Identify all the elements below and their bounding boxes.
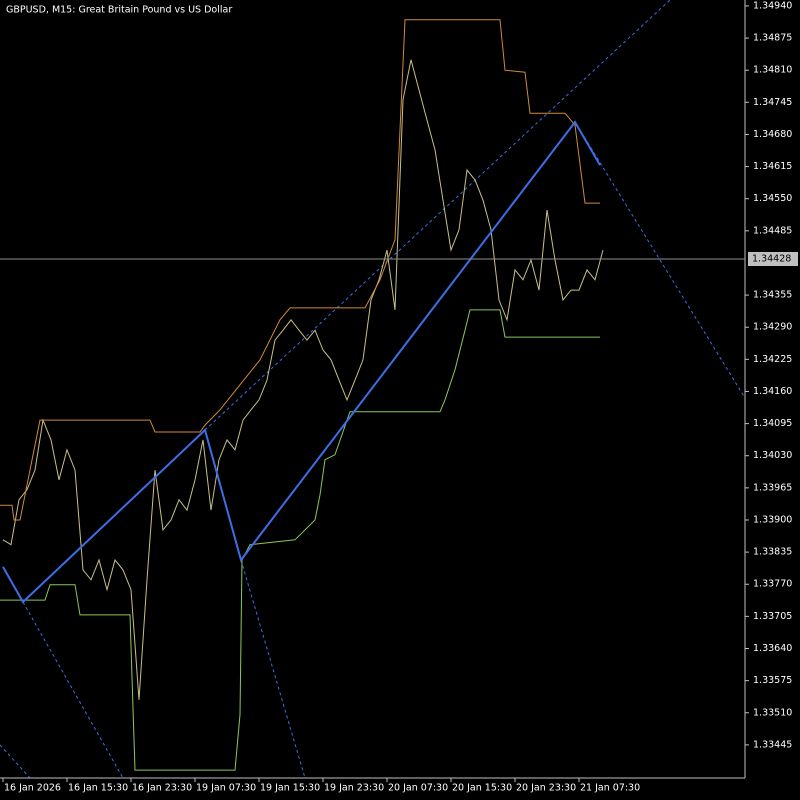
series-line (0, 309, 600, 771)
y-tick-label: 1.34355 (753, 290, 792, 301)
current-price-box (748, 252, 798, 267)
y-tick-label: 1.34225 (753, 354, 792, 365)
channel-line (574, 121, 746, 399)
x-tick-label: 20 Jan 23:30 (516, 783, 576, 794)
channel-line (0, 744, 31, 779)
y-tick-label: 1.33705 (753, 611, 792, 622)
y-tick-label: 1.34940 (753, 0, 792, 11)
x-tick-label: 20 Jan 15:30 (452, 783, 512, 794)
y-tick-label: 1.34875 (753, 33, 792, 44)
y-tick-label: 1.33575 (753, 675, 792, 686)
y-tick-label: 1.34030 (753, 450, 792, 461)
y-tick-label: 1.34615 (753, 161, 792, 172)
y-tick-label: 1.34485 (753, 225, 792, 236)
series-line (0, 19, 600, 521)
y-tick-label: 1.34810 (753, 65, 792, 76)
y-tick-label: 1.33900 (753, 514, 792, 525)
y-tick-label: 1.34290 (753, 322, 792, 333)
series-line (2, 120, 601, 604)
y-tick-label: 1.34745 (753, 97, 792, 108)
channel-line (22, 601, 124, 779)
y-tick-label: 1.33445 (753, 739, 792, 750)
x-tick-label: 19 Jan 15:30 (260, 783, 320, 794)
y-tick-label: 1.34550 (753, 193, 792, 204)
x-tick-label: 19 Jan 23:30 (324, 783, 384, 794)
y-tick-label: 1.34680 (753, 129, 792, 140)
channel-line (240, 559, 306, 779)
y-tick-label: 1.34095 (753, 418, 792, 429)
y-tick-label: 1.33835 (753, 547, 792, 558)
plot-area (0, 0, 746, 779)
chart-title: GBPUSD, M15: Great Britain Pound vs US D… (6, 5, 232, 16)
y-tick-label: 1.33770 (753, 579, 792, 590)
y-tick-label: 1.34160 (753, 386, 792, 397)
x-tick-label: 19 Jan 07:30 (196, 783, 256, 794)
y-tick-label: 1.33965 (753, 482, 792, 493)
y-tick-label: 1.33510 (753, 707, 792, 718)
current-price-label: 1.34428 (752, 254, 791, 265)
y-tick-label: 1.33640 (753, 643, 792, 654)
series-line (2, 59, 604, 700)
x-tick-label: 20 Jan 07:30 (388, 783, 448, 794)
x-tick-label: 16 Jan 23:30 (132, 783, 192, 794)
x-tick-label: 16 Jan 15:30 (68, 783, 128, 794)
x-tick-label: 16 Jan 2026 (4, 783, 61, 794)
x-tick-label: 21 Jan 07:30 (580, 783, 640, 794)
